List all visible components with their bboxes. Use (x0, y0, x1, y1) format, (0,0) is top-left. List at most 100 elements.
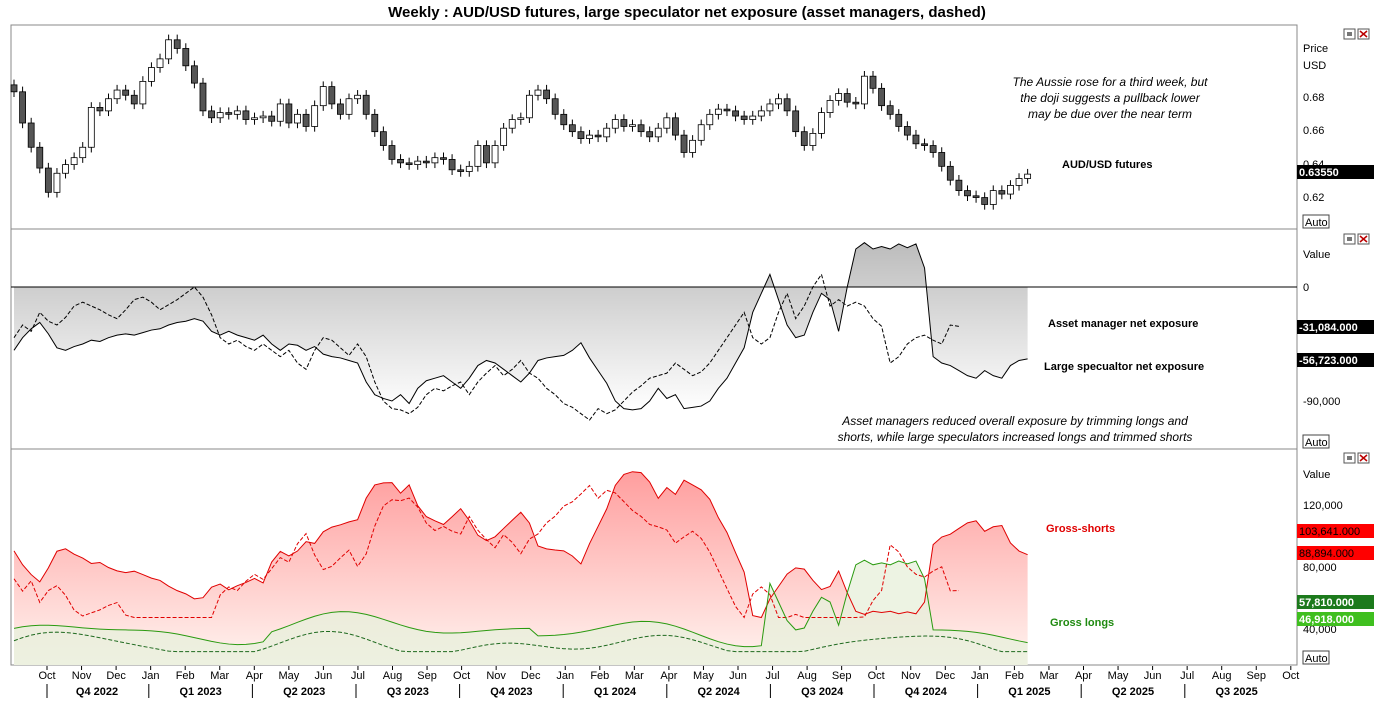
candle-body (440, 157, 447, 160)
candle-body (294, 113, 301, 124)
chart-title: Weekly : AUD/USD futures, large speculat… (388, 4, 986, 21)
series-line-longs-am (13, 630, 1028, 653)
candle-body (113, 89, 121, 100)
series-line-large-speculator (13, 242, 1028, 411)
gross-tick: 40,000 (1303, 624, 1337, 636)
candle-body (946, 165, 954, 181)
candle-body (594, 134, 602, 138)
candle-body (405, 162, 413, 166)
candle-body (620, 119, 628, 127)
x-tick-quarter: Q4 2022 (76, 686, 118, 698)
candle-body (328, 86, 336, 105)
net-annotation-line: Asset managers reduced overall exposure … (841, 414, 1188, 428)
candle-body (311, 105, 319, 127)
x-tick-month: Nov (901, 670, 921, 682)
gross-tag-longs-lsp-value: 57,810.000 (1299, 597, 1354, 609)
candle-body (757, 110, 765, 117)
candle-body (388, 145, 396, 160)
candle-body (732, 110, 739, 117)
candle-body (1024, 173, 1032, 179)
candle-body (929, 145, 937, 153)
candle-body (526, 94, 533, 119)
candle-body (345, 98, 353, 115)
candle-body (869, 75, 877, 89)
x-tick-month: Mar (1039, 670, 1058, 682)
x-tick-month: Sep (832, 670, 852, 682)
price-last-value: 0.63550 (1299, 167, 1339, 179)
svg-text:Auto: Auto (1305, 437, 1328, 449)
candle-body (629, 124, 636, 127)
net-tick: -90,000 (1303, 396, 1340, 408)
price-panel-buttons[interactable] (1343, 28, 1370, 40)
candle-body (87, 107, 95, 148)
candle-body (955, 179, 963, 191)
x-tick-month: Oct (1282, 670, 1299, 682)
x-tick-month: Jul (1180, 670, 1194, 682)
candle-body (680, 134, 688, 153)
price-tick: 0.68 (1303, 92, 1324, 104)
candle-body (242, 110, 250, 120)
x-tick-month: Jul (766, 670, 780, 682)
x-tick-month: May (1108, 670, 1129, 682)
x-tick-quarter: Q2 2023 (283, 686, 325, 698)
x-tick-month: Sep (1246, 670, 1266, 682)
gross-panel-buttons[interactable] (1343, 452, 1370, 464)
net-tag-lsp (1297, 353, 1374, 367)
price-axis-title: Price (1303, 43, 1328, 55)
candle-body (998, 190, 1006, 195)
x-tick-month: Mar (210, 670, 229, 682)
price-tick: 0.62 (1303, 192, 1324, 204)
candle-body (697, 124, 705, 141)
price-series-label: AUD/USD futures (1062, 159, 1152, 171)
candle-body (371, 113, 379, 133)
candle-body (706, 113, 714, 126)
candle-body (611, 119, 619, 129)
candle-body (173, 39, 181, 49)
candle-body (79, 146, 87, 159)
x-tick-month: Dec (106, 670, 126, 682)
candle-body (139, 81, 147, 105)
candle-body (792, 110, 800, 133)
price-annotation-line: may be due over the near term (1028, 107, 1192, 121)
candle-body (852, 101, 860, 105)
candle-body (302, 113, 310, 127)
candle-body (354, 94, 362, 100)
price-candles (10, 34, 1032, 210)
candle-body (586, 134, 593, 139)
candle-body (714, 108, 722, 115)
candle-body (654, 127, 662, 138)
candle-body (818, 112, 825, 134)
price-last-tag (1297, 165, 1374, 179)
net-panel-buttons[interactable] (1343, 233, 1370, 245)
x-tick-quarter: Q2 2025 (1112, 686, 1154, 698)
candle-body (27, 122, 35, 148)
net-label-lsp: Large specualtor net exposure (1044, 361, 1204, 373)
candle-body (53, 172, 61, 193)
candle-body (19, 91, 26, 124)
candle-body (646, 131, 654, 138)
x-tick-quarter: Q1 2023 (179, 686, 221, 698)
gross-tag-shorts-am-value: 88,894.000 (1299, 548, 1354, 560)
x-tick-quarter: Q2 2024 (697, 686, 740, 698)
candle-body (156, 58, 164, 68)
candle-body (465, 165, 473, 172)
candle-body (448, 158, 456, 171)
candle-body (637, 124, 645, 133)
series-line-asset-manager (13, 273, 959, 421)
candle-body (285, 103, 293, 124)
x-tick-month: Apr (1075, 670, 1092, 682)
net-area-fill (14, 242, 1028, 410)
x-tick-month: Feb (176, 670, 195, 682)
x-tick-month: Oct (38, 670, 55, 682)
series-line-shorts-am (13, 484, 959, 619)
net-auto-button[interactable]: Auto (1302, 434, 1330, 449)
price-auto-button[interactable]: Auto (1302, 214, 1330, 229)
gross-tick: 80,000 (1303, 562, 1337, 574)
x-tick-month: Feb (590, 670, 609, 682)
x-tick-month: Jun (1144, 670, 1162, 682)
candle-body (517, 117, 525, 120)
net-tag-am-value: -31,084.000 (1299, 322, 1358, 334)
candle-body (457, 169, 465, 172)
gross-auto-button[interactable]: Auto (1302, 650, 1330, 665)
